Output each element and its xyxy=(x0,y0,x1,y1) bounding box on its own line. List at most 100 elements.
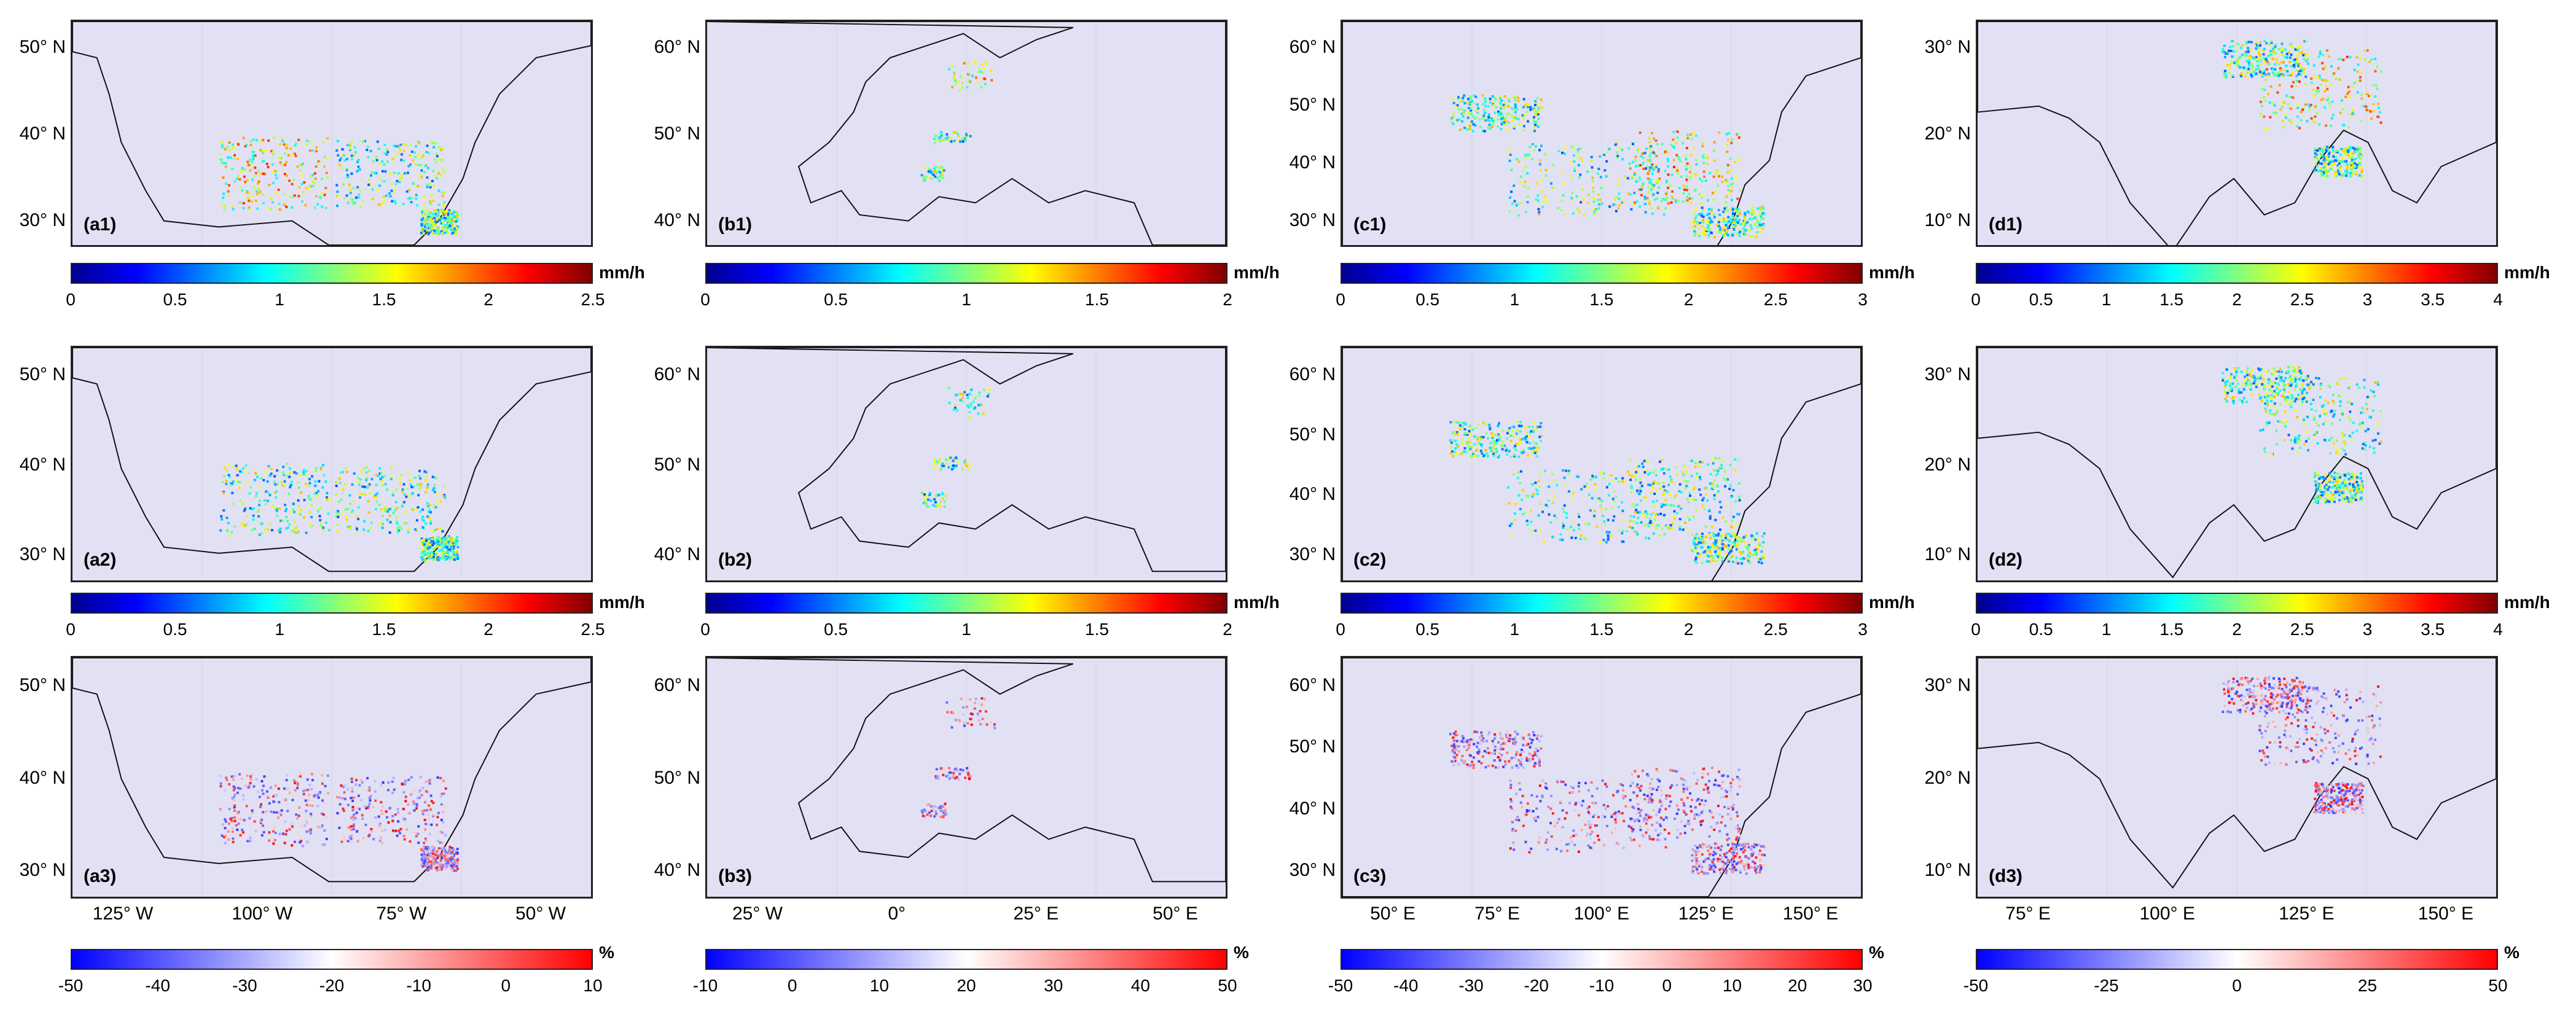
station-dot xyxy=(262,811,265,814)
station-dot xyxy=(2333,413,2336,416)
station-dot xyxy=(1526,454,1529,457)
station-dot xyxy=(381,170,384,173)
station-dot xyxy=(219,152,222,155)
station-dot xyxy=(393,190,396,193)
station-dot xyxy=(236,474,239,477)
station-dot xyxy=(1452,115,1455,119)
station-dot xyxy=(1713,479,1716,482)
station-dot xyxy=(984,77,987,80)
station-dot xyxy=(2358,151,2361,154)
station-dot xyxy=(927,170,930,173)
station-dot xyxy=(1514,502,1517,505)
station-dot xyxy=(436,528,439,531)
station-dot xyxy=(1538,149,1541,152)
station-dot xyxy=(341,513,344,517)
station-dot xyxy=(1758,224,1761,227)
station-dot xyxy=(351,158,354,161)
station-dot xyxy=(358,493,361,496)
station-dot xyxy=(2314,431,2317,433)
station-dot xyxy=(1718,131,1721,134)
station-dot xyxy=(2250,41,2253,44)
station-dot xyxy=(423,539,426,542)
station-dot xyxy=(270,150,273,153)
station-dot xyxy=(262,160,265,163)
station-dot xyxy=(431,537,434,540)
station-dot xyxy=(2255,41,2258,44)
station-dot xyxy=(2222,48,2225,51)
station-dot xyxy=(2226,391,2230,394)
station-dot xyxy=(356,515,359,518)
station-dot xyxy=(293,840,296,843)
station-dot xyxy=(310,773,313,776)
station-dot xyxy=(391,158,394,161)
station-dot xyxy=(1671,190,1674,193)
station-dot xyxy=(1616,155,1619,158)
station-dot xyxy=(1641,163,1644,166)
station-dot xyxy=(1516,158,1519,161)
station-dot xyxy=(1645,167,1647,170)
station-dot xyxy=(952,408,955,411)
station-dot xyxy=(1589,509,1592,512)
station-dot xyxy=(1651,487,1654,490)
station-dot xyxy=(2273,405,2276,407)
station-dot xyxy=(273,838,276,841)
station-dot xyxy=(1507,486,1510,489)
station-dot xyxy=(399,148,402,151)
station-dot xyxy=(2292,380,2295,383)
station-dot xyxy=(232,785,235,788)
station-dot xyxy=(2271,412,2274,415)
station-dot xyxy=(2299,69,2302,72)
station-dot xyxy=(402,143,405,146)
station-dot xyxy=(2272,367,2275,370)
station-dot xyxy=(2379,440,2382,443)
station-dot xyxy=(448,549,452,552)
station-dot xyxy=(436,554,439,557)
station-dot xyxy=(933,170,936,173)
station-dot xyxy=(2344,481,2347,484)
station-dot xyxy=(2360,482,2363,485)
station-dot xyxy=(2372,84,2375,87)
station-dot xyxy=(412,182,415,185)
station-dot xyxy=(1634,472,1637,475)
station-dot xyxy=(2372,109,2375,112)
station-dot xyxy=(1635,521,1638,525)
station-dot xyxy=(2355,477,2359,480)
station-dot xyxy=(1728,552,1731,555)
station-dot xyxy=(320,826,323,829)
station-dot xyxy=(1516,429,1519,432)
station-dot xyxy=(1524,113,1527,116)
station-dot xyxy=(2259,100,2262,103)
station-dot xyxy=(1713,543,1717,546)
station-dot xyxy=(1732,515,1735,518)
station-dot xyxy=(1737,548,1740,552)
station-dot xyxy=(1669,527,1672,530)
station-dot xyxy=(2263,450,2266,453)
station-dot xyxy=(2317,158,2320,161)
station-dot xyxy=(1466,431,1469,434)
colorbar-tick-label: 2 xyxy=(1683,290,1694,309)
station-dot xyxy=(2340,491,2343,494)
station-dot xyxy=(286,475,289,478)
station-dot xyxy=(2226,63,2229,66)
station-dot xyxy=(2335,451,2338,454)
station-dot xyxy=(1758,544,1761,547)
station-dot xyxy=(2248,59,2251,62)
station-dot xyxy=(1635,181,1638,183)
station-dot xyxy=(959,140,962,143)
station-dot xyxy=(1738,234,1741,237)
station-dot xyxy=(1607,534,1610,537)
station-dot xyxy=(1646,177,1650,180)
station-dot xyxy=(1508,450,1511,453)
station-dot xyxy=(1500,444,1503,447)
station-dot xyxy=(311,805,314,807)
station-dot xyxy=(221,203,224,206)
station-dot xyxy=(423,195,426,198)
station-dot xyxy=(232,208,235,211)
station-dot xyxy=(432,200,435,202)
station-dot xyxy=(2268,72,2271,76)
station-dot xyxy=(452,220,455,223)
station-dot xyxy=(1496,439,1499,442)
station-dot xyxy=(2323,106,2327,109)
station-dot xyxy=(2368,445,2371,448)
station-dot xyxy=(2334,486,2337,489)
